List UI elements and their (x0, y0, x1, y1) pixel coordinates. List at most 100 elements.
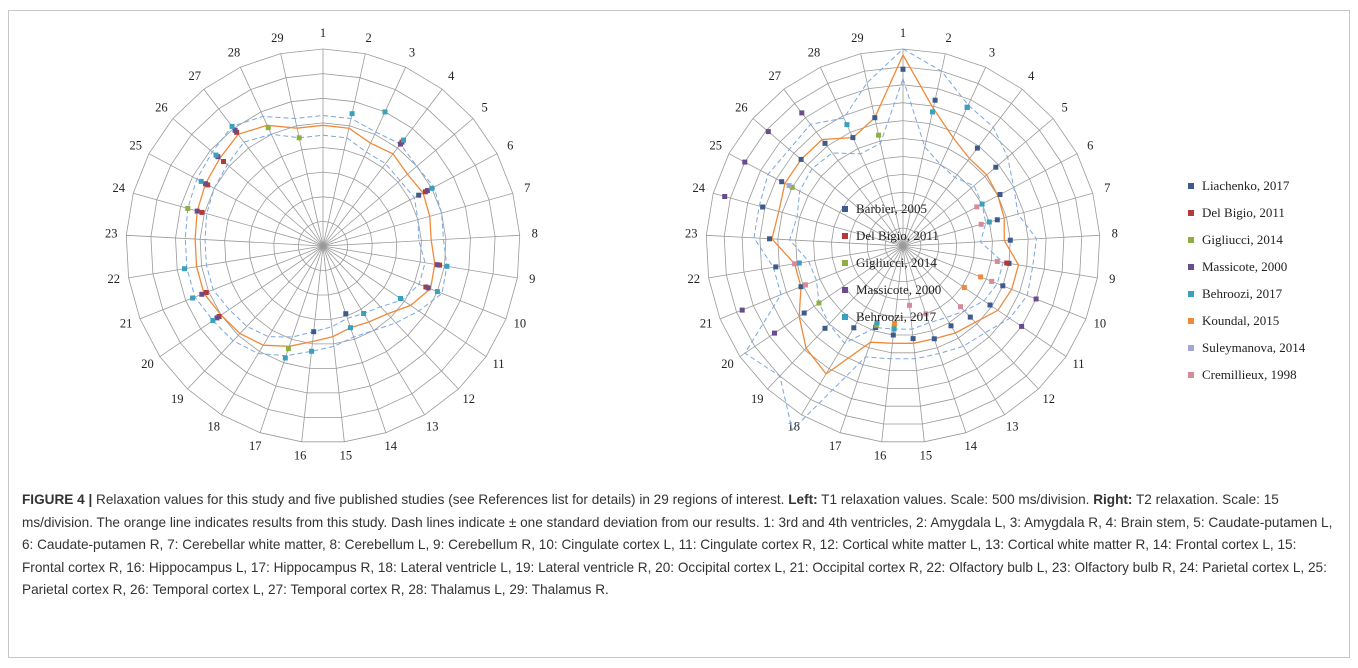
right-data-point (792, 261, 798, 267)
left-axis-label: 11 (492, 357, 504, 371)
right-grid-ring (705, 48, 1101, 443)
right-spoke (719, 245, 904, 320)
right-axis-label: 12 (1043, 392, 1056, 406)
left-spoke (322, 118, 474, 247)
left-axis-label: 13 (426, 420, 439, 434)
left-legend-swatch (842, 232, 848, 239)
left-data-point (182, 266, 187, 272)
right-axis-label: 17 (829, 439, 842, 453)
right-axis-label: 1 (900, 26, 906, 40)
figure-frame (8, 10, 1350, 658)
left-legend-swatch (842, 259, 848, 266)
right-grid-ring (723, 66, 1083, 425)
right-data-point (767, 236, 772, 242)
right-legend-item: Liachenko, 2017 (1188, 172, 1305, 199)
left-data-point (213, 152, 219, 158)
right-data-point (789, 184, 795, 190)
left-legend-label: Barbier, 2005 (856, 200, 927, 216)
right-legend-swatch (1188, 344, 1194, 351)
legend-right: Liachenko, 2017 Del Bigio, 2011 Gigliucci,… (1188, 172, 1305, 388)
right-data-point (994, 217, 1000, 223)
right-data-point (900, 66, 906, 72)
right-data-point (765, 129, 771, 135)
caption-right-label: Right: (1093, 492, 1133, 507)
left-data-point (382, 109, 388, 115)
right-axis-label: 3 (989, 45, 995, 59)
left-spoke (259, 245, 324, 433)
left-axis-label: 20 (141, 357, 154, 371)
right-data-point (779, 179, 785, 185)
right-legend-item: Suleymanova, 2014 (1188, 334, 1305, 361)
left-axis-label: 18 (207, 420, 220, 434)
left-data-point (185, 205, 191, 211)
right-data-point (930, 109, 935, 115)
right-axis-label: 15 (920, 449, 933, 463)
radar-chart-left: 1 234567891011121314151617181920212223242… (105, 26, 538, 463)
right-legend-swatch (1188, 263, 1194, 270)
right-axis-label: 11 (1072, 357, 1084, 371)
left-data-point (444, 263, 450, 269)
left-data-point (424, 188, 430, 194)
right-grid-ring (741, 84, 1065, 407)
left-axis-label: 14 (384, 439, 397, 453)
right-spoke (819, 67, 904, 247)
right-data-point (796, 260, 802, 266)
left-legend-item: Massicote, 2000 (842, 276, 941, 303)
left-spoke (322, 67, 407, 247)
caption-label: FIGURE 4 | (22, 492, 93, 507)
left-spoke (322, 245, 345, 442)
left-data-point (199, 209, 205, 215)
right-data-point (979, 201, 985, 207)
right-axis-label: 18 (787, 420, 800, 434)
left-axis-label: 9 (529, 272, 535, 286)
left-spoke (301, 245, 324, 442)
left-spoke (322, 234, 520, 247)
right-grid-ring (848, 191, 958, 300)
left-grid-ring (273, 196, 373, 296)
left-series-line (194, 124, 436, 347)
left-data-point (194, 208, 200, 214)
left-data-point (282, 355, 288, 361)
right-legend-label: Cremillieux, 1998 (1202, 366, 1297, 382)
right-data-point (1004, 260, 1010, 266)
right-legend-swatch (1188, 290, 1194, 297)
right-data-point (989, 278, 995, 284)
right-axis-label: 10 (1094, 316, 1107, 330)
right-spoke (728, 153, 904, 247)
right-data-point (773, 264, 779, 270)
right-legend-swatch (1188, 182, 1194, 189)
left-data-point (349, 111, 355, 117)
left-spoke (322, 245, 459, 390)
left-spoke (322, 245, 487, 357)
right-grid-ring (884, 227, 922, 265)
right-data-point (974, 204, 980, 210)
right-data-point (974, 145, 980, 151)
left-data-point (425, 285, 431, 291)
right-legend-swatch (1188, 317, 1194, 324)
right-spoke (801, 245, 904, 416)
right-legend-label: Del Bigio, 2011 (1202, 204, 1285, 220)
right-axis-label: 5 (1061, 101, 1067, 115)
right-axis-label: 13 (1006, 420, 1019, 434)
left-axis-label: 12 (463, 392, 476, 406)
right-axis-label: 20 (721, 357, 734, 371)
left-axis-label: 17 (249, 439, 262, 453)
left-spoke (322, 245, 387, 433)
right-axis-label: 26 (735, 101, 748, 115)
right-legend-item: Koundal, 2015 (1188, 307, 1305, 334)
left-data-point (398, 296, 403, 301)
left-spoke (280, 53, 324, 247)
right-axis-label: 28 (808, 45, 821, 59)
right-data-point (987, 302, 993, 308)
right-spoke (902, 245, 1098, 279)
right-legend-label: Suleymanova, 2014 (1202, 339, 1306, 355)
left-axis-label: 27 (188, 69, 201, 83)
right-axis-label: 4 (1028, 69, 1035, 83)
left-spoke (139, 245, 324, 320)
right-data-point (822, 325, 828, 331)
left-legend-item: Del Bigio, 2011 (842, 222, 941, 249)
left-legend-label: Massicote, 2000 (856, 281, 942, 297)
left-spoke (322, 245, 518, 279)
right-spoke (902, 245, 1067, 357)
right-axis-label: 23 (685, 226, 698, 240)
